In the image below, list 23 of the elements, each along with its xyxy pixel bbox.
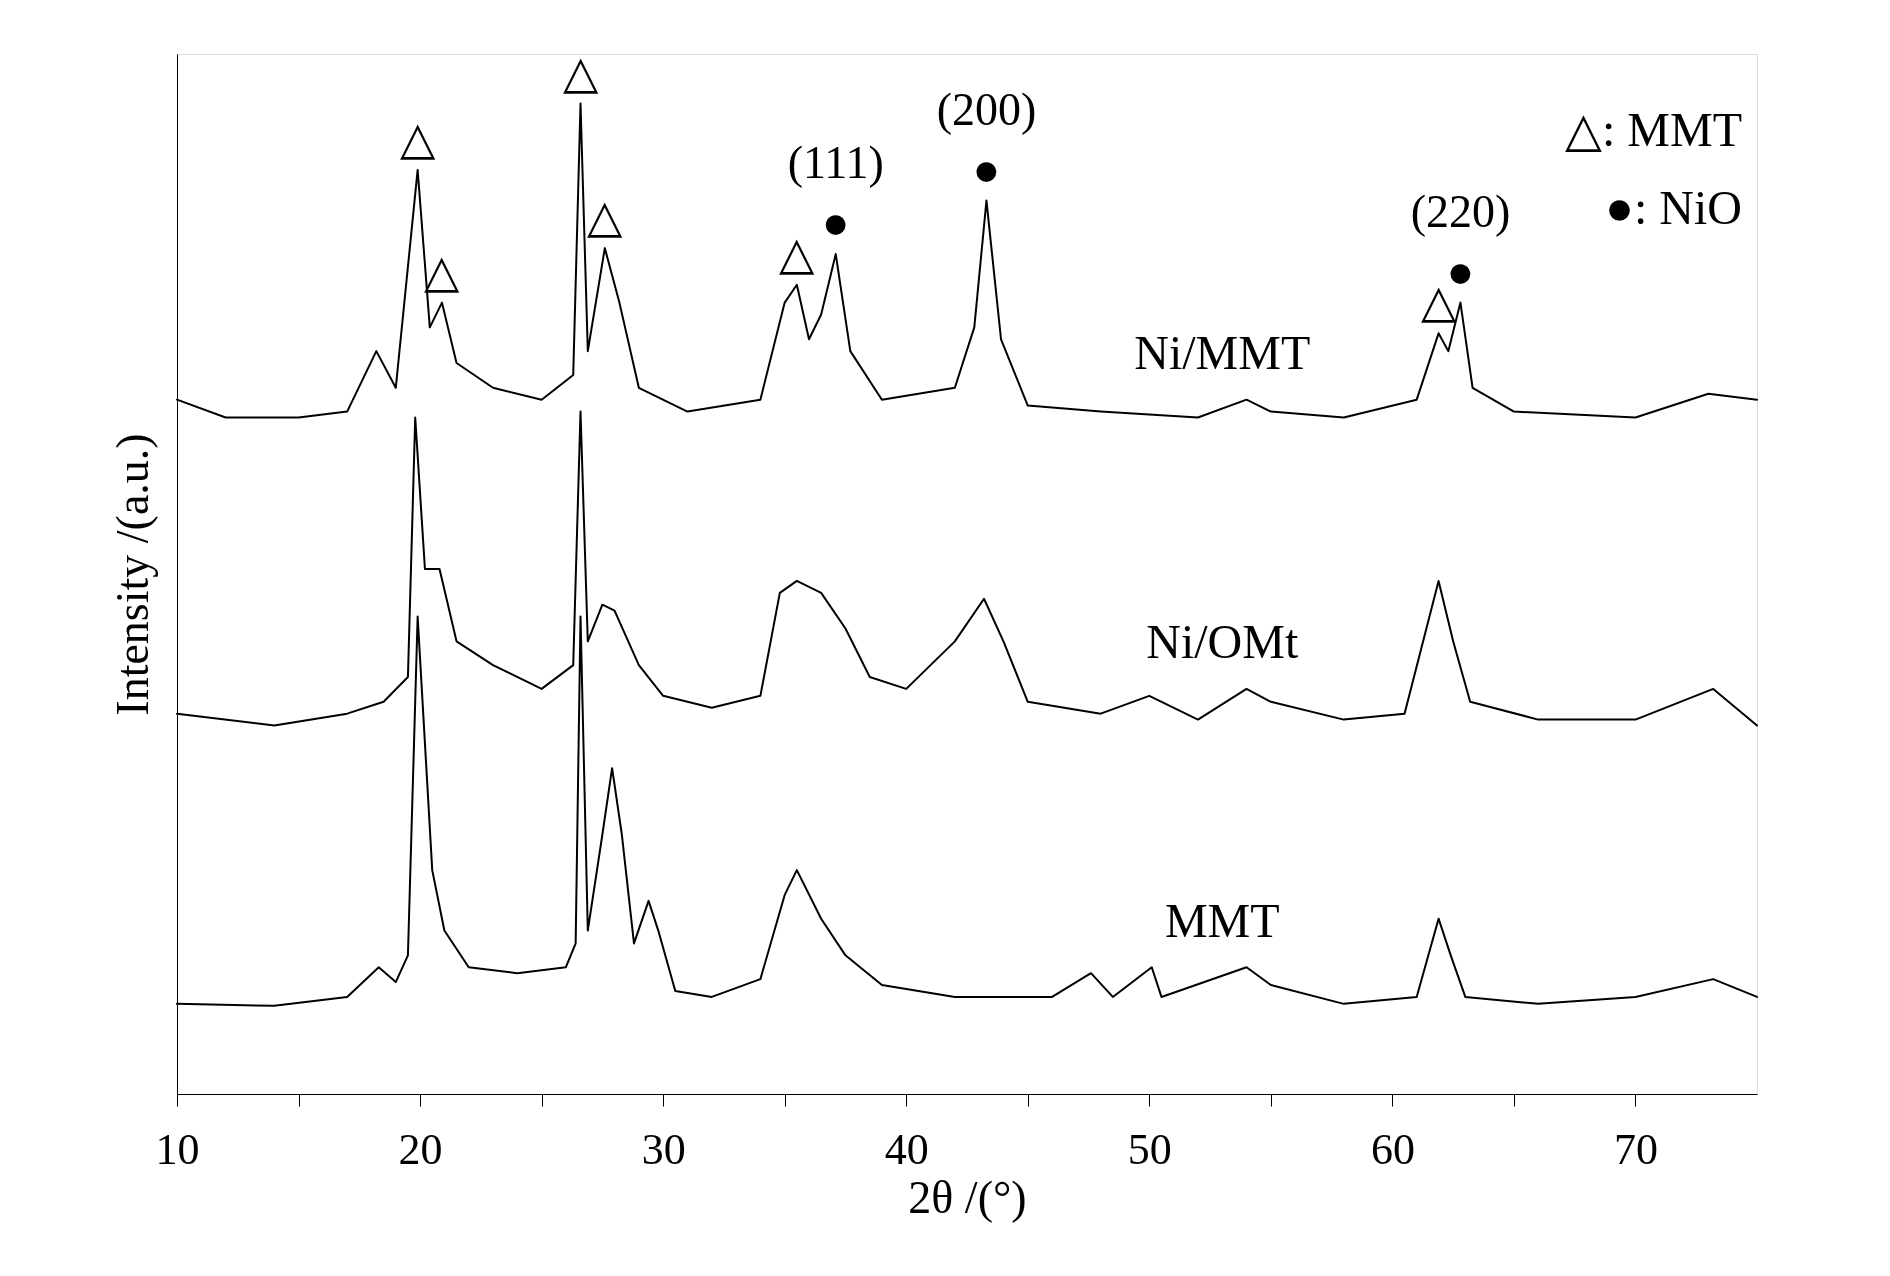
- x-tick-label: 30: [641, 1124, 686, 1174]
- annotation: △: [779, 227, 816, 279]
- annotation: △: MMT: [1564, 103, 1742, 156]
- x-axis-title: 2θ /(°): [908, 1171, 1027, 1223]
- x-tick-label: 40: [884, 1124, 929, 1174]
- annotation: (111): [787, 137, 884, 189]
- annotation: ●: [972, 143, 1001, 195]
- x-tick-label: 20: [398, 1124, 443, 1174]
- series-label: Ni/OMt: [1146, 615, 1299, 669]
- x-tick-label: 70: [1613, 1124, 1658, 1174]
- annotation: ●: NiO: [1605, 181, 1742, 234]
- x-tick-label: 60: [1370, 1124, 1415, 1174]
- annotation: (200): [936, 83, 1037, 135]
- annotation: △: [400, 112, 437, 164]
- annotation: △: [587, 191, 624, 243]
- x-tick-label: 50: [1127, 1124, 1172, 1174]
- x-tick-label: 10: [155, 1124, 200, 1174]
- annotation: ●: [821, 197, 850, 249]
- annotation: (220): [1410, 185, 1511, 237]
- series-label: Ni/MMT: [1134, 326, 1311, 380]
- y-axis-title: Intensity /(a.u.): [106, 433, 158, 716]
- series-label: MMT: [1164, 893, 1280, 947]
- annotation: △: [563, 46, 600, 98]
